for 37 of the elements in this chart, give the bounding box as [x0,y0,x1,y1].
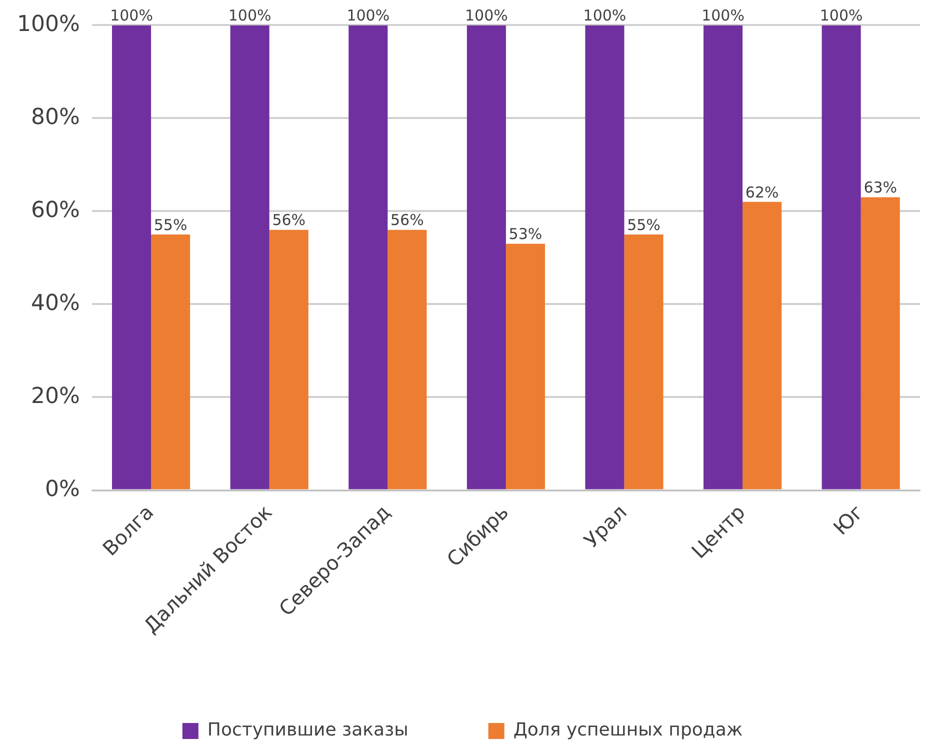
data-label: 53% [508,225,542,244]
data-label: 100% [464,6,508,25]
x-tick-label: Юг [828,500,868,540]
bar [348,25,388,490]
y-tick-label: 0% [44,476,80,502]
data-label: 62% [745,183,779,202]
data-label: 56% [390,211,424,230]
bar [624,234,664,490]
data-label: 100% [110,6,153,25]
bar [269,230,308,490]
legend-label: Поступившие заказы [207,720,408,741]
y-tick-label: 100% [16,12,80,37]
data-label: 63% [864,178,898,197]
bar [388,230,427,490]
bar [151,234,190,490]
bar [860,197,900,490]
data-label: 56% [272,211,306,230]
y-tick-label: 80% [30,104,80,130]
data-label: 100% [228,6,272,25]
data-label: 55% [154,216,188,234]
bar [466,25,506,490]
y-tick-label: 20% [30,384,80,409]
bar [742,202,782,490]
bar [112,25,152,490]
y-tick-label: 40% [30,290,80,316]
bar [506,244,545,490]
data-label: 100% [583,6,626,25]
data-label: 55% [627,216,660,234]
data-label: 100% [820,6,863,25]
bar [704,25,743,490]
data-label: 100% [702,6,744,25]
bar [585,25,624,490]
y-tick-label: 60% [30,198,80,223]
bar [230,25,270,490]
legend-label: Доля успешных продаж [513,720,743,741]
bar [822,25,861,490]
data-label: 100% [346,6,390,25]
